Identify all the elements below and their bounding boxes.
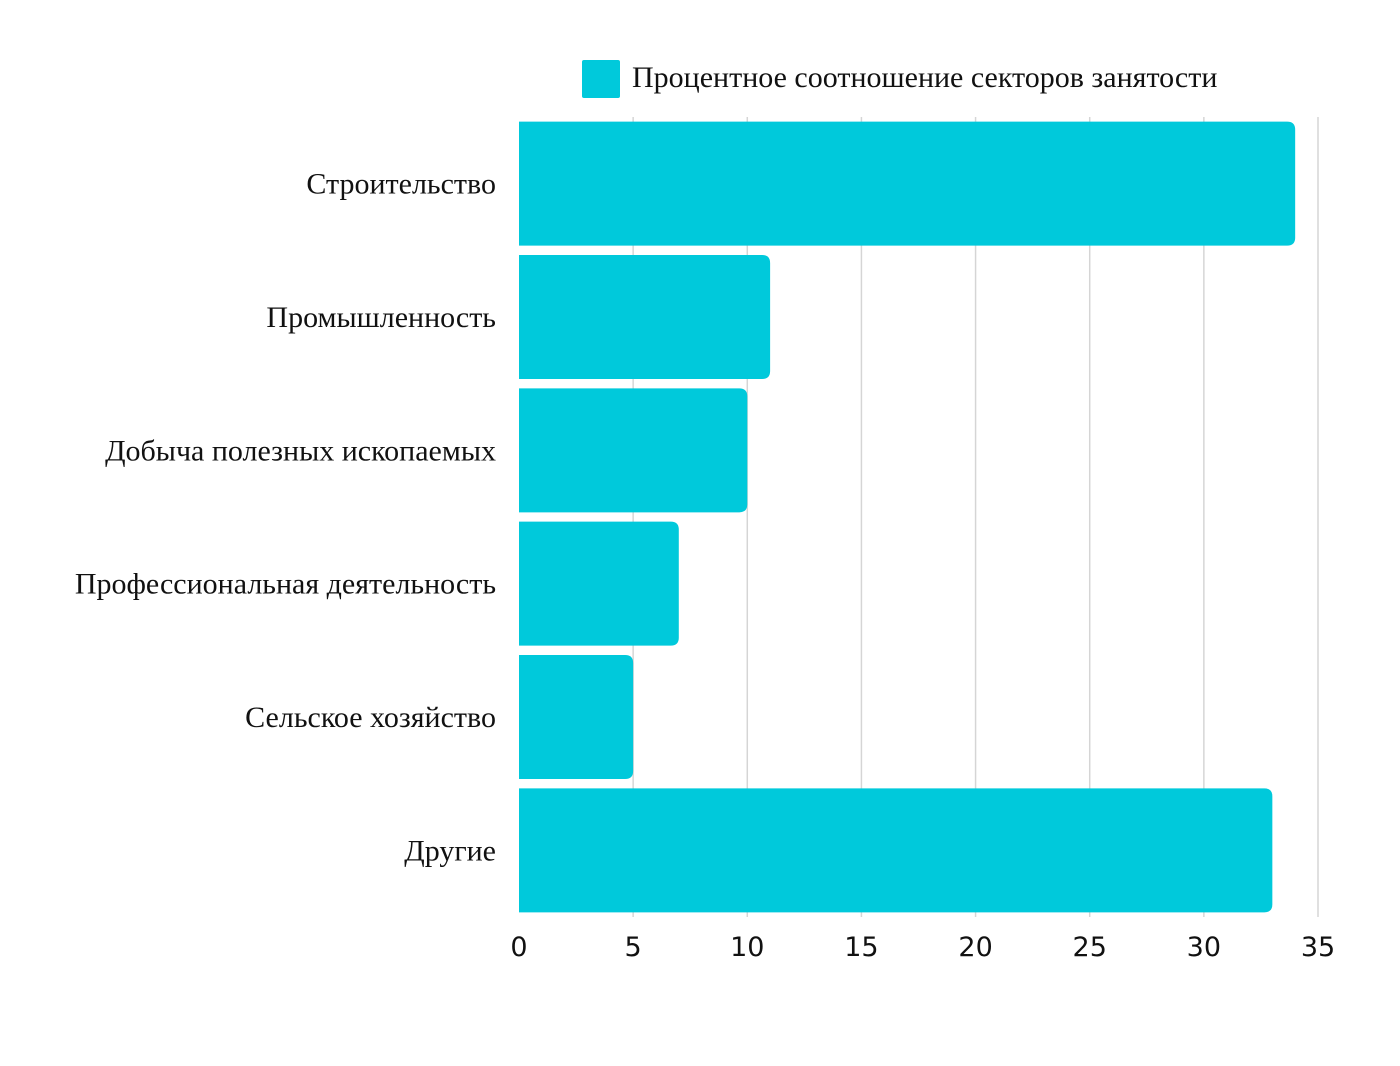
category-label: Сельское хозяйство <box>245 701 496 734</box>
legend: Процентное соотношение секторов занятост… <box>582 60 1217 98</box>
x-tick-label: 30 <box>1187 932 1221 963</box>
category-label: Промышленность <box>266 301 496 334</box>
bars <box>519 121 1296 913</box>
x-tick-label: 20 <box>958 932 992 963</box>
category-label: Строительство <box>306 168 496 201</box>
legend-swatch <box>582 60 620 98</box>
grid-lines <box>632 117 1319 917</box>
x-tick-labels: 0 5 10 15 20 25 30 35 <box>510 932 1335 963</box>
x-tick-label: 10 <box>730 932 764 963</box>
x-tick-label: 0 <box>510 932 527 963</box>
bar <box>519 655 634 779</box>
x-tick-label: 25 <box>1073 932 1107 963</box>
category-label: Добыча полезных ископаемых <box>105 434 496 467</box>
bar <box>519 121 1296 246</box>
category-labels: Строительство Промышленность Добыча полезн… <box>75 168 496 868</box>
category-label: Профессиональная деятельность <box>75 568 496 601</box>
x-tick-label: 35 <box>1301 932 1335 963</box>
x-tick-label: 15 <box>844 932 878 963</box>
bar <box>519 388 748 513</box>
bar <box>519 255 771 379</box>
bar <box>519 521 679 646</box>
category-label: Другие <box>404 834 496 867</box>
x-tick-label: 5 <box>625 932 642 963</box>
bar <box>519 788 1273 913</box>
legend-label: Процентное соотношение секторов занятост… <box>632 61 1217 94</box>
